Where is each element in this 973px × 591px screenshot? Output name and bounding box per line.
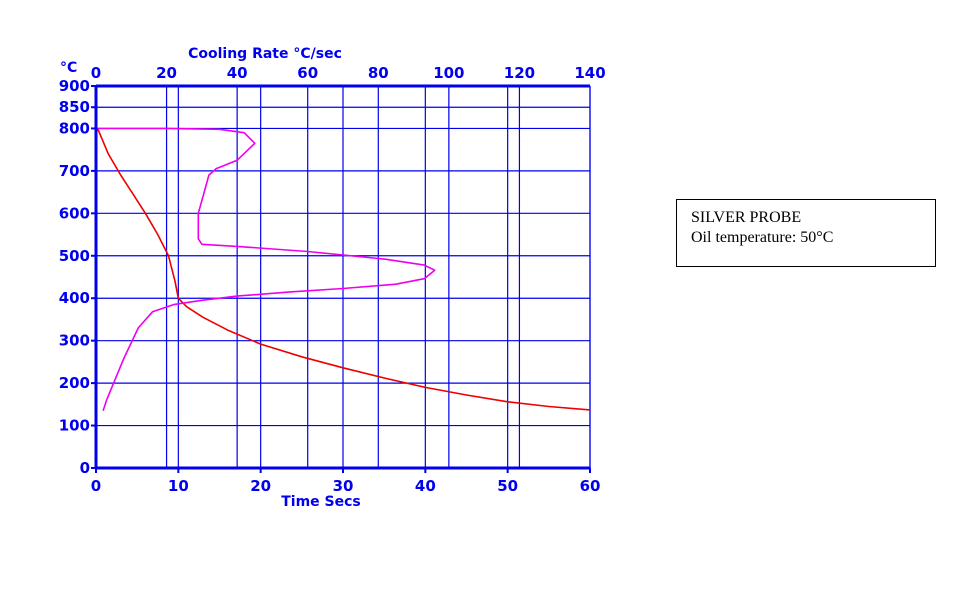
x-tick-label: 40 bbox=[415, 477, 436, 495]
y-tick-label: 800 bbox=[59, 119, 90, 137]
x-tick-label: 30 bbox=[333, 477, 354, 495]
axes bbox=[91, 84, 591, 473]
x2-tick-label: 0 bbox=[91, 64, 101, 82]
probe-name: SILVER PROBE bbox=[691, 209, 802, 226]
y-tick-label: 900 bbox=[59, 77, 90, 95]
y-tick-label: 500 bbox=[59, 247, 90, 265]
y-tick-label: 600 bbox=[59, 204, 90, 222]
x-axis-title: Time Secs bbox=[281, 494, 361, 510]
x2-axis-title: Cooling Rate °C/sec bbox=[188, 46, 342, 62]
x2-tick-label: 40 bbox=[227, 64, 248, 82]
y-tick-label: 700 bbox=[59, 162, 90, 180]
y-tick-label: 850 bbox=[59, 98, 90, 116]
grid bbox=[95, 85, 591, 469]
x2-tick-label: 60 bbox=[297, 64, 318, 82]
x2-tick-label: 120 bbox=[504, 64, 535, 82]
x-tick-label: 0 bbox=[91, 477, 101, 495]
y-tick-label: 400 bbox=[59, 289, 90, 307]
y-tick-label: 100 bbox=[59, 417, 90, 435]
cooling-rate-curve bbox=[96, 127, 436, 411]
x2-tick-label: 20 bbox=[156, 64, 177, 82]
curves bbox=[96, 127, 591, 411]
y-tick-label: 300 bbox=[59, 332, 90, 350]
x-tick-label: 10 bbox=[168, 477, 189, 495]
x-tick-label: 50 bbox=[497, 477, 518, 495]
probe-info-box: SILVER PROBE Oil temperature: 50°C bbox=[676, 199, 936, 267]
x2-tick-label: 100 bbox=[433, 64, 464, 82]
y-tick-label: 0 bbox=[80, 459, 90, 477]
temperature-time-curve bbox=[96, 128, 591, 411]
x2-tick-label: 80 bbox=[368, 64, 389, 82]
x-tick-label: 20 bbox=[250, 477, 271, 495]
y-tick-label: 200 bbox=[59, 374, 90, 392]
oil-temperature: Oil temperature: 50°C bbox=[691, 229, 834, 246]
x-tick-label: 60 bbox=[580, 477, 601, 495]
y-unit-label: °C bbox=[60, 60, 77, 76]
x2-tick-label: 140 bbox=[574, 64, 605, 82]
